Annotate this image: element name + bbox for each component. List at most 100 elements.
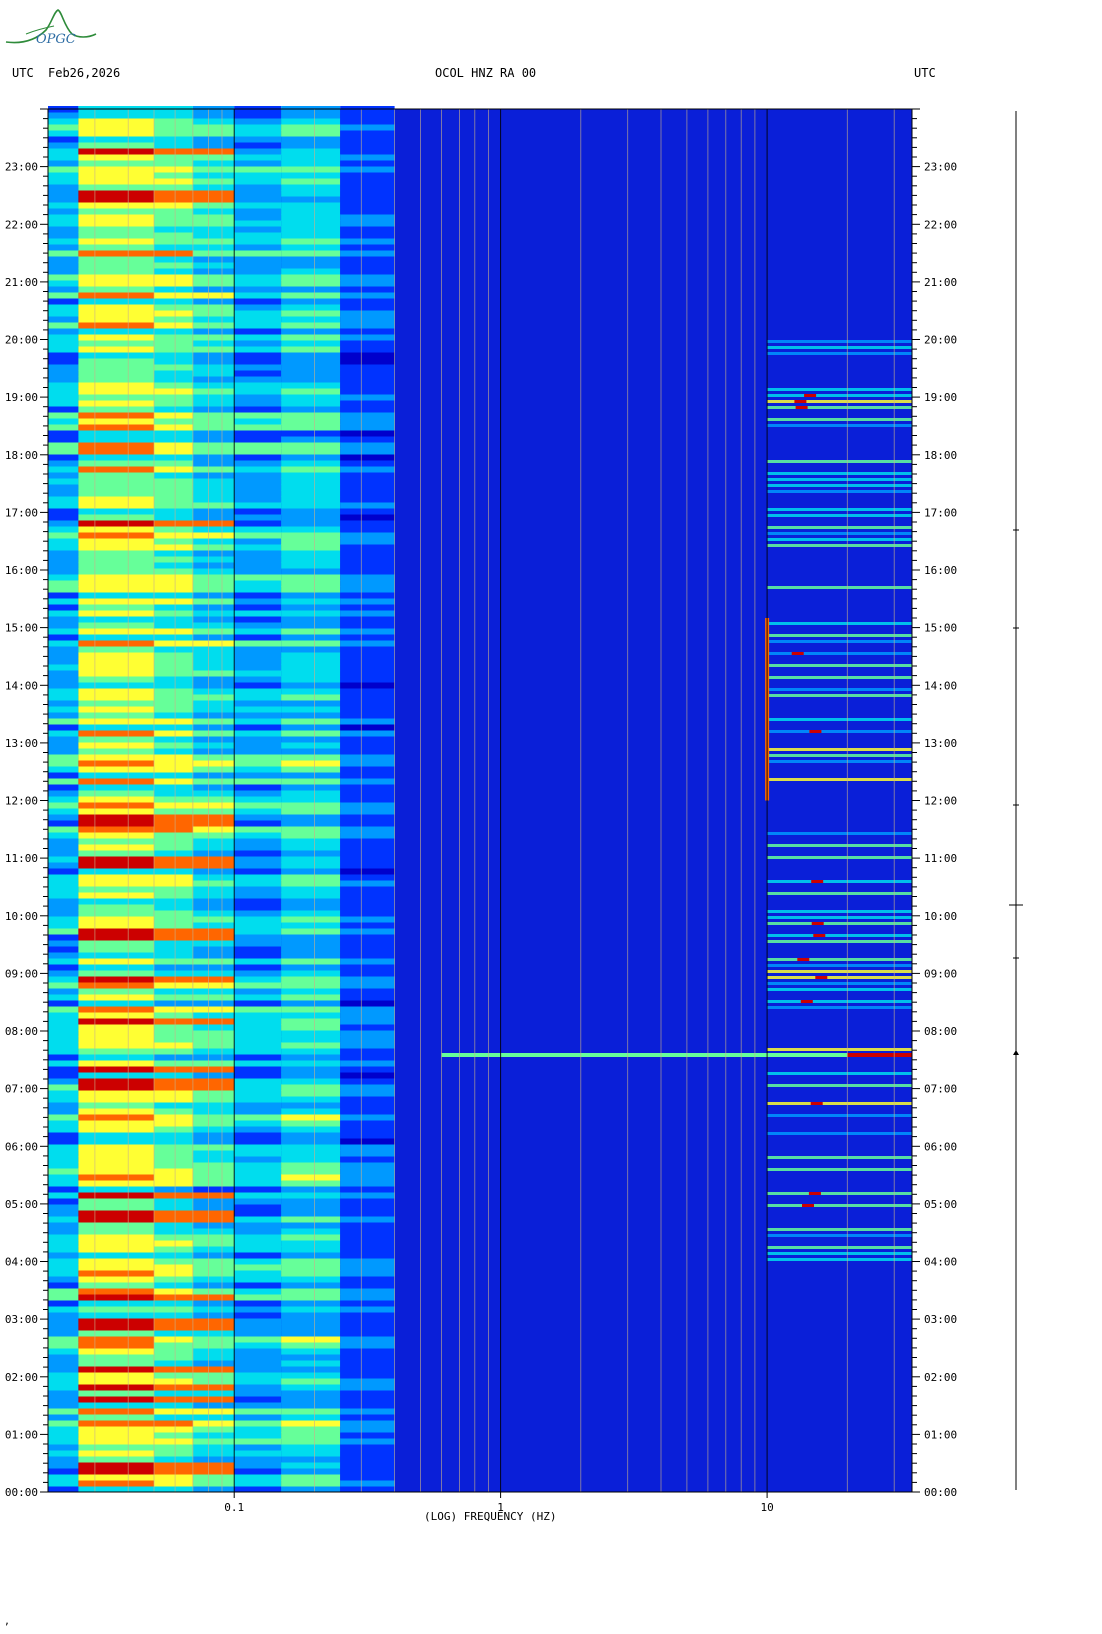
heatmap-cell bbox=[48, 1384, 79, 1391]
heatmap-cell bbox=[48, 772, 79, 779]
heatmap-cell bbox=[154, 958, 193, 965]
heatmap-cell bbox=[192, 334, 235, 341]
heatmap-cell bbox=[48, 748, 79, 755]
heatmap-cell bbox=[234, 718, 282, 725]
heatmap-cell bbox=[78, 388, 155, 395]
heatmap-cell bbox=[192, 136, 235, 143]
heatmap-cell bbox=[78, 586, 155, 593]
heatmap-cell bbox=[48, 1036, 79, 1043]
heatmap-cell bbox=[340, 754, 395, 761]
heatmap-cell bbox=[234, 982, 282, 989]
heatmap-cell bbox=[154, 1150, 193, 1157]
heatmap-cell bbox=[281, 1108, 341, 1115]
heatmap-cell bbox=[234, 778, 282, 785]
heatmap-cell bbox=[192, 1060, 235, 1067]
heatmap-cell bbox=[340, 454, 395, 461]
heatmap-cell bbox=[192, 1402, 235, 1409]
heatmap-cell bbox=[154, 274, 193, 281]
heatmap-cell bbox=[48, 1288, 79, 1295]
activity-streak bbox=[767, 484, 912, 487]
heatmap-cell bbox=[340, 640, 395, 647]
heatmap-cell bbox=[281, 382, 341, 389]
heatmap-cell bbox=[48, 1402, 79, 1409]
heatmap-cell bbox=[78, 1048, 155, 1055]
heatmap-cell bbox=[78, 1300, 155, 1307]
heatmap-cell bbox=[78, 172, 155, 179]
heatmap-cell bbox=[154, 292, 193, 299]
heatmap-cell bbox=[78, 1324, 155, 1331]
heatmap-cell bbox=[281, 538, 341, 545]
activity-streak bbox=[767, 400, 912, 403]
heatmap-cell bbox=[234, 814, 282, 821]
heatmap-cell bbox=[340, 292, 395, 299]
heatmap-cell bbox=[48, 820, 79, 827]
heatmap-cell bbox=[234, 838, 282, 845]
heatmap-cell bbox=[48, 1042, 79, 1049]
heatmap-cell bbox=[154, 562, 193, 569]
heatmap-cell bbox=[234, 112, 282, 119]
y-tick-label-left: 09:00 bbox=[5, 967, 38, 980]
heatmap-cell bbox=[154, 1192, 193, 1199]
heatmap-cell bbox=[340, 664, 395, 671]
heatmap-cell bbox=[340, 376, 395, 383]
heatmap-cell bbox=[192, 550, 235, 557]
heatmap-cell bbox=[192, 922, 235, 929]
heatmap-cell bbox=[78, 670, 155, 677]
heatmap-cell bbox=[154, 268, 193, 275]
heatmap-cell bbox=[154, 1120, 193, 1127]
heatmap-cell bbox=[154, 886, 193, 893]
heatmap-cell bbox=[340, 718, 395, 725]
heatmap-cell bbox=[78, 130, 155, 137]
heatmap-cell bbox=[340, 688, 395, 695]
heatmap-cell bbox=[340, 526, 395, 533]
heatmap-cell bbox=[154, 670, 193, 677]
heatmap-cell bbox=[234, 1432, 282, 1439]
heatmap-cell bbox=[78, 874, 155, 881]
activity-streak bbox=[767, 418, 912, 421]
heatmap-cell bbox=[340, 802, 395, 809]
heatmap-cell bbox=[281, 1150, 341, 1157]
heatmap-cell bbox=[78, 796, 155, 803]
heatmap-cell bbox=[340, 412, 395, 419]
heatmap-cell bbox=[340, 1198, 395, 1205]
heatmap-cell bbox=[281, 1312, 341, 1319]
heatmap-cell bbox=[281, 298, 341, 305]
heatmap-cell bbox=[78, 1342, 155, 1349]
heatmap-cell bbox=[78, 1306, 155, 1313]
heatmap-cell bbox=[192, 490, 235, 497]
heatmap-cell bbox=[154, 190, 193, 197]
heatmap-cell bbox=[154, 688, 193, 695]
heatmap-cell bbox=[192, 820, 235, 827]
heatmap-cell bbox=[340, 784, 395, 791]
heatmap-cell bbox=[78, 922, 155, 929]
heatmap-cell bbox=[192, 1114, 235, 1121]
heatmap-cell bbox=[78, 934, 155, 941]
heatmap-cell bbox=[48, 538, 79, 545]
heatmap-cell bbox=[48, 274, 79, 281]
heatmap-cell bbox=[48, 1324, 79, 1331]
heatmap-cell bbox=[78, 298, 155, 305]
heatmap-cell bbox=[48, 196, 79, 203]
heatmap-cell bbox=[154, 760, 193, 767]
heatmap-cell bbox=[48, 628, 79, 635]
heatmap-cell bbox=[340, 118, 395, 125]
heatmap-cell bbox=[48, 142, 79, 149]
heatmap-cell bbox=[48, 580, 79, 587]
y-tick-label-left: 18:00 bbox=[5, 449, 38, 462]
heatmap-cell bbox=[154, 802, 193, 809]
heatmap-cell bbox=[281, 262, 341, 269]
heatmap-cell bbox=[78, 1024, 155, 1031]
activity-streak bbox=[767, 988, 912, 991]
heatmap-cell bbox=[234, 712, 282, 719]
heatmap-cell bbox=[281, 364, 341, 371]
heatmap-cell bbox=[78, 1078, 155, 1085]
heatmap-cell bbox=[281, 112, 341, 119]
heatmap-cell bbox=[48, 892, 79, 899]
heatmap-cell bbox=[78, 748, 155, 755]
heatmap-cell bbox=[192, 430, 235, 437]
heatmap-cell bbox=[192, 946, 235, 953]
heatmap-cell bbox=[234, 436, 282, 443]
heatmap-cell bbox=[234, 862, 282, 869]
heatmap-cell bbox=[340, 172, 395, 179]
heatmap-cell bbox=[78, 1174, 155, 1181]
